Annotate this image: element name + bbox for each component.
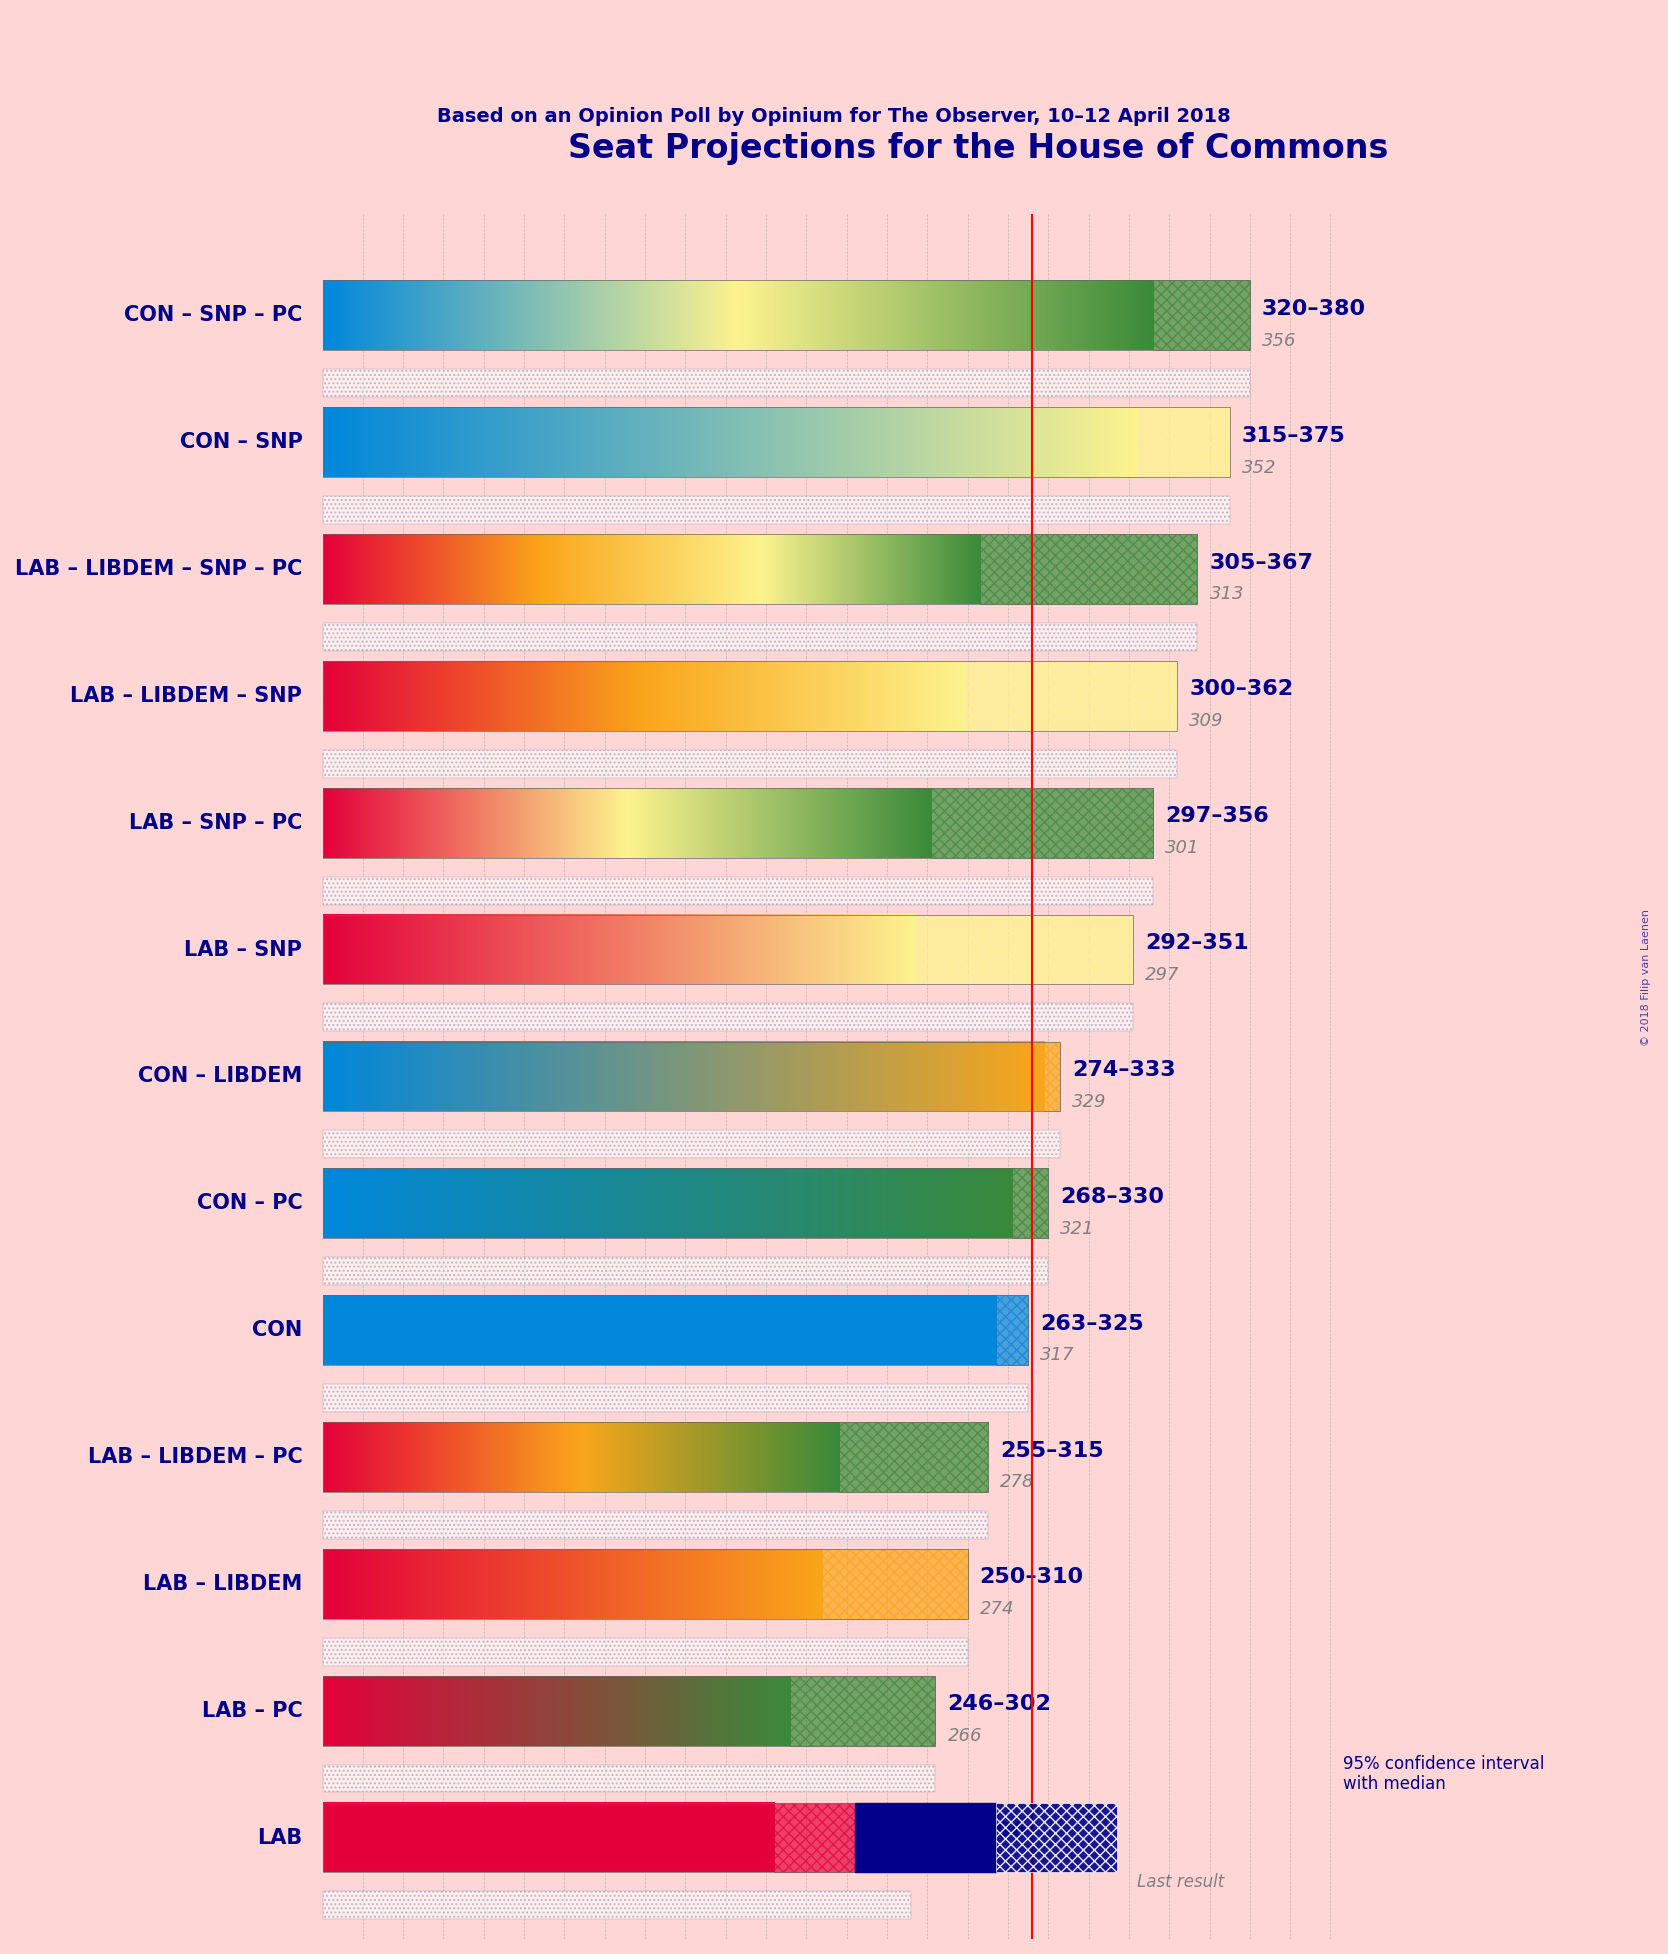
FancyBboxPatch shape xyxy=(916,914,1133,985)
FancyBboxPatch shape xyxy=(1044,1041,1061,1112)
Text: 321: 321 xyxy=(1061,1219,1094,1237)
Text: 315–375: 315–375 xyxy=(1241,426,1346,446)
Text: 95% confidence interval
with median: 95% confidence interval with median xyxy=(1343,1755,1545,1794)
FancyBboxPatch shape xyxy=(322,1383,1027,1413)
Text: LAB – LIBDEM – PC: LAB – LIBDEM – PC xyxy=(88,1448,302,1467)
Text: LAB – LIBDEM – SNP: LAB – LIBDEM – SNP xyxy=(70,686,302,705)
FancyBboxPatch shape xyxy=(791,1677,936,1745)
Text: CON: CON xyxy=(252,1321,302,1340)
Text: 300–362: 300–362 xyxy=(1189,680,1293,700)
Text: LAB – PC: LAB – PC xyxy=(202,1700,302,1721)
Text: 262: 262 xyxy=(924,1854,957,1872)
FancyBboxPatch shape xyxy=(322,496,1229,524)
FancyBboxPatch shape xyxy=(979,533,1198,604)
FancyBboxPatch shape xyxy=(854,1804,996,1872)
Text: 297–356: 297–356 xyxy=(1166,807,1269,827)
Text: 317: 317 xyxy=(1041,1346,1074,1364)
FancyBboxPatch shape xyxy=(322,1891,911,1919)
FancyBboxPatch shape xyxy=(322,623,1198,651)
Text: CON – SNP: CON – SNP xyxy=(180,432,302,451)
Text: 309: 309 xyxy=(1189,711,1224,731)
FancyBboxPatch shape xyxy=(322,369,1249,397)
FancyBboxPatch shape xyxy=(1138,406,1229,477)
Text: 250–310: 250–310 xyxy=(979,1567,1084,1587)
Text: 301: 301 xyxy=(1166,838,1199,858)
Text: 246–302: 246–302 xyxy=(947,1694,1051,1714)
FancyBboxPatch shape xyxy=(996,1804,1118,1872)
FancyBboxPatch shape xyxy=(964,660,1178,731)
Text: LAB – LIBDEM – SNP – PC: LAB – LIBDEM – SNP – PC xyxy=(15,559,302,578)
Text: LAB: LAB xyxy=(257,1827,302,1848)
Text: 268–330: 268–330 xyxy=(1061,1186,1164,1208)
FancyBboxPatch shape xyxy=(822,1550,967,1618)
Text: CON – LIBDEM: CON – LIBDEM xyxy=(138,1067,302,1086)
FancyBboxPatch shape xyxy=(931,787,1153,858)
FancyBboxPatch shape xyxy=(774,1804,911,1872)
Text: 266: 266 xyxy=(947,1727,982,1745)
Text: 329: 329 xyxy=(1073,1092,1108,1110)
Text: Based on an Opinion Poll by Opinium for The Observer, 10–12 April 2018: Based on an Opinion Poll by Opinium for … xyxy=(437,107,1231,127)
Text: 305–367: 305–367 xyxy=(1209,553,1313,573)
FancyBboxPatch shape xyxy=(322,877,1153,905)
Text: 263–325: 263–325 xyxy=(1041,1313,1144,1335)
Text: CON – PC: CON – PC xyxy=(197,1194,302,1213)
FancyBboxPatch shape xyxy=(322,750,1178,778)
Text: 274: 274 xyxy=(979,1600,1014,1618)
Text: 352: 352 xyxy=(1241,459,1276,477)
Text: 320–380: 320–380 xyxy=(1263,299,1366,319)
Text: 313: 313 xyxy=(1209,586,1244,604)
FancyBboxPatch shape xyxy=(322,1129,1061,1159)
Text: 274–333: 274–333 xyxy=(1073,1061,1176,1081)
Text: 255–315: 255–315 xyxy=(999,1440,1104,1460)
FancyBboxPatch shape xyxy=(322,1637,967,1665)
FancyBboxPatch shape xyxy=(322,1004,1133,1032)
Text: LAB – LIBDEM: LAB – LIBDEM xyxy=(143,1573,302,1594)
Text: 241–296: 241–296 xyxy=(924,1821,1027,1841)
FancyBboxPatch shape xyxy=(996,1296,1027,1366)
Text: LAB – SNP – PC: LAB – SNP – PC xyxy=(128,813,302,832)
FancyBboxPatch shape xyxy=(839,1423,987,1491)
Text: 297: 297 xyxy=(1144,965,1179,985)
FancyBboxPatch shape xyxy=(322,1764,936,1792)
FancyBboxPatch shape xyxy=(322,1256,1048,1286)
Title: Seat Projections for the House of Commons: Seat Projections for the House of Common… xyxy=(567,133,1388,166)
Text: CON – SNP – PC: CON – SNP – PC xyxy=(123,305,302,324)
FancyBboxPatch shape xyxy=(1153,279,1249,350)
Text: 278: 278 xyxy=(999,1473,1034,1491)
Text: 292–351: 292–351 xyxy=(1144,934,1249,954)
Text: Last result: Last result xyxy=(1138,1874,1224,1891)
Text: LAB – SNP: LAB – SNP xyxy=(185,940,302,959)
Text: 356: 356 xyxy=(1263,332,1296,350)
FancyBboxPatch shape xyxy=(1012,1168,1048,1239)
Text: © 2018 Filip van Laenen: © 2018 Filip van Laenen xyxy=(1641,909,1651,1045)
FancyBboxPatch shape xyxy=(322,1510,987,1540)
